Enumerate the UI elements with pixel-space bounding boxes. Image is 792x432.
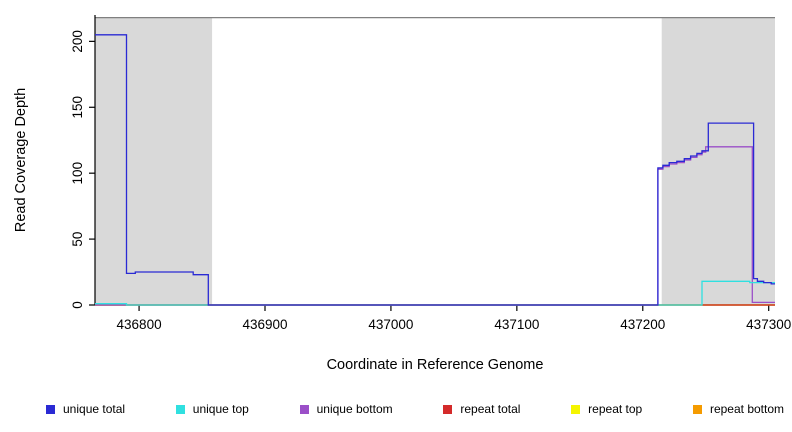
legend-swatch-unique-bottom	[299, 404, 309, 414]
legend-item-repeat-bottom: repeat bottom	[692, 402, 784, 416]
legend-label-unique-top: unique top	[192, 402, 249, 416]
legend-item-repeat-total: repeat total	[443, 402, 520, 416]
y-axis-title: Read Coverage Depth	[13, 88, 29, 232]
series-unique-total	[95, 34, 775, 306]
legend-item-repeat-top: repeat top	[571, 402, 642, 416]
coverage-plot: 436800 436900 437000 437100 437200 437300 0 50 1…	[13, 15, 791, 373]
legend-label-repeat-bottom: repeat bottom	[709, 402, 784, 416]
legend-item-unique-bottom: unique bottom	[299, 402, 393, 416]
y-tick-label: 150	[70, 96, 85, 119]
x-axis-title: Coordinate in Reference Genome	[327, 357, 544, 373]
y-tick-label: 0	[70, 301, 85, 309]
x-tick-label: 437000	[368, 317, 413, 332]
legend-swatch-repeat-bottom	[692, 404, 702, 414]
legend-label-unique-bottom: unique bottom	[316, 402, 393, 416]
left-repeat-region	[95, 17, 213, 305]
legend-label-unique-total: unique total	[63, 402, 126, 416]
x-tick-label: 436800	[117, 317, 162, 332]
legend-swatch-unique-top	[175, 404, 185, 414]
legend-swatch-unique-total	[46, 404, 55, 414]
y-tick-label: 100	[70, 162, 85, 185]
legend-item-unique-total: unique total	[46, 402, 125, 416]
legend-label-repeat-top: repeat top	[588, 402, 643, 416]
legend-swatch-repeat-total	[443, 404, 453, 414]
legend: unique total unique top unique bottom re…	[46, 398, 784, 420]
legend-item-unique-top: unique top	[175, 402, 249, 416]
x-tick-label: 437100	[494, 317, 539, 332]
y-tick-label: 200	[70, 30, 85, 53]
x-tick-label: 437300	[746, 317, 791, 332]
y-tick-label: 50	[70, 232, 85, 247]
series-unique-top	[95, 280, 775, 306]
legend-label-repeat-total: repeat total	[460, 402, 521, 416]
x-tick-label: 436900	[242, 317, 287, 332]
x-tick-label: 437200	[620, 317, 665, 332]
legend-swatch-repeat-top	[571, 404, 581, 414]
